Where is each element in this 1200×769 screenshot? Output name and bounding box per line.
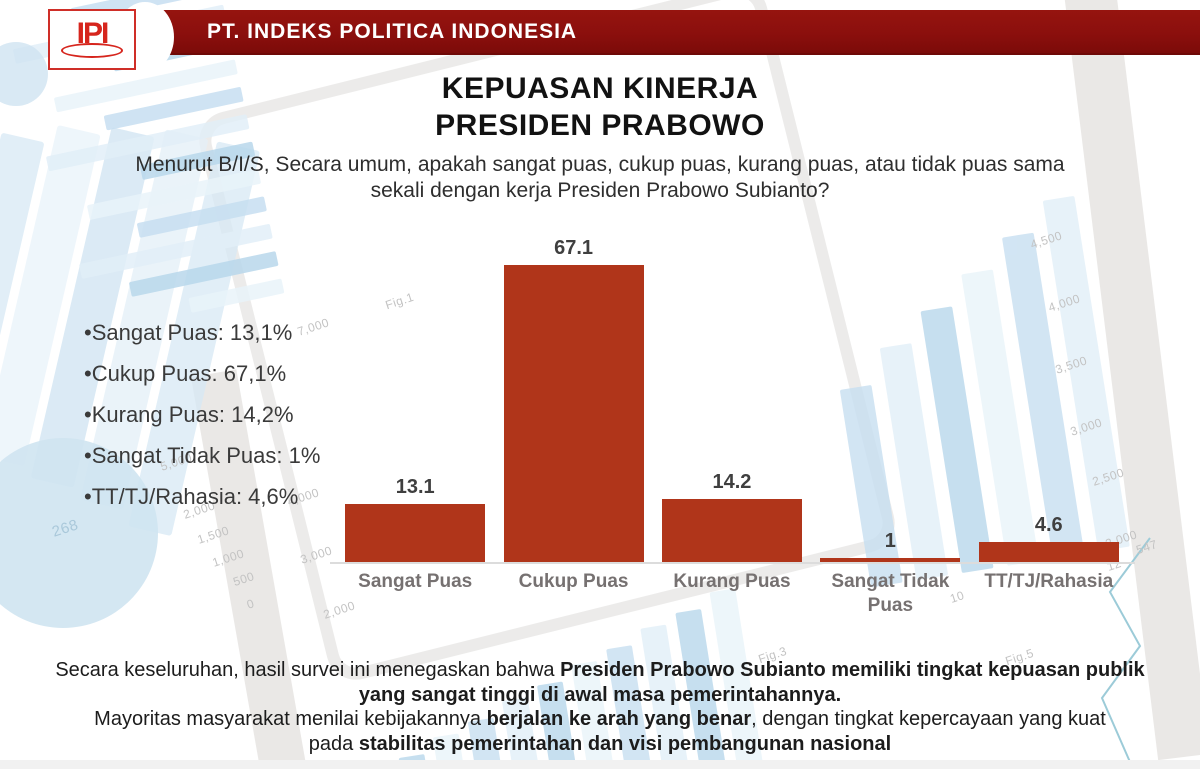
chart-category-labels: Sangat Puas Cukup Puas Kurang Puas Sanga… — [336, 570, 1128, 618]
question-line-1: Menurut B/I/S, Secara umum, apakah sanga… — [135, 153, 1065, 176]
bar-value-label: 67.1 — [554, 236, 594, 259]
conclusion-segment-bold: Presiden Prabowo Subianto memiliki tingk… — [560, 659, 1145, 681]
bar-value-label: 13.1 — [395, 476, 435, 499]
title-line-2: PRESIDEN PRABOWO — [435, 109, 765, 142]
bar-tt-tj-rahasia — [978, 541, 1119, 562]
bottom-strip-decoration — [0, 760, 1200, 769]
slide-title: KEPUASAN KINERJA PRESIDEN PRABOWO — [0, 70, 1200, 144]
conclusion-segment: Mayoritas masyarakat menilai kebijakanny… — [94, 708, 487, 730]
conclusion-line-4: pada stabilitas pemerintahan dan visi pe… — [0, 732, 1200, 757]
bg-number-268: 268 — [50, 516, 81, 541]
conclusion-segment: pada — [308, 732, 359, 755]
bg-axis-number: 3,000 — [298, 543, 334, 567]
chart-baseline — [330, 562, 1135, 564]
bg-axis-number: 500 — [231, 569, 257, 589]
category-label: Sangat Puas — [358, 571, 473, 592]
logo-ellipse-decoration — [61, 43, 123, 58]
bullet-icon: • — [84, 320, 92, 345]
list-item: •Cukup Puas: 67,1% — [84, 361, 320, 387]
category-label: TT/TJ/Rahasia — [984, 571, 1114, 592]
conclusion-line-2: yang sangat tinggi di awal masa pemerint… — [0, 683, 1200, 708]
bar-value-label: 1 — [884, 529, 896, 552]
bar-value-label: 14.2 — [712, 471, 752, 494]
bullet-icon: • — [84, 484, 92, 509]
category-label: Cukup Puas — [518, 571, 629, 592]
list-item: •Sangat Puas: 13,1% — [84, 320, 320, 346]
bar-sangat-puas — [345, 504, 486, 562]
bullet-text: Sangat Tidak Puas: 1% — [91, 443, 321, 468]
bullet-text: TT/TJ/Rahasia: 4,6% — [91, 484, 299, 509]
bullet-text: Sangat Puas: 13,1% — [91, 320, 293, 345]
bullet-text: Kurang Puas: 14,2% — [91, 402, 294, 427]
conclusion-line-3: Mayoritas masyarakat menilai kebijakanny… — [0, 707, 1200, 732]
chart-column: 67.1 — [494, 228, 652, 562]
conclusion-segment: Secara keseluruhan, hasil survei ini men… — [55, 659, 561, 681]
category-label: Kurang Puas — [673, 571, 791, 592]
bar-chart: 13.1 67.1 14.2 1 4.6 — [336, 228, 1128, 562]
question-line-2: sekali dengan kerja Presiden Prabowo Sub… — [370, 179, 830, 202]
bullet-icon: • — [84, 361, 92, 386]
bar-kurang-puas — [661, 499, 802, 562]
survey-question: Menurut B/I/S, Secara umum, apakah sanga… — [0, 152, 1200, 204]
conclusion-segment-bold: yang sangat tinggi di awal masa pemerint… — [358, 683, 842, 706]
bullet-icon: • — [84, 402, 92, 427]
chart-column: 1 — [811, 228, 969, 562]
header-banner — [132, 10, 1200, 55]
conclusion-segment-bold: berjalan ke arah yang benar — [486, 708, 752, 730]
bullet-icon: • — [84, 443, 92, 468]
bg-axis-number: 1,000 — [210, 546, 246, 570]
list-item: •TT/TJ/Rahasia: 4,6% — [84, 484, 320, 510]
bg-axis-number: 0 — [245, 596, 257, 612]
conclusion-segment-bold: stabilitas pemerintahan dan visi pembang… — [358, 732, 892, 755]
chart-column: 13.1 — [336, 228, 494, 562]
bullet-text: Cukup Puas: 67,1% — [91, 361, 287, 386]
bar-value-label: 4.6 — [1034, 513, 1063, 536]
company-name: PT. INDEKS POLITICA INDONESIA — [207, 20, 578, 43]
results-bullet-list: •Sangat Puas: 13,1% •Cukup Puas: 67,1% •… — [84, 320, 320, 525]
company-logo: IPI — [48, 9, 136, 70]
chart-column: 14.2 — [653, 228, 811, 562]
list-item: •Sangat Tidak Puas: 1% — [84, 443, 320, 469]
conclusion-segment: , dengan tingkat kepercayaan yang kuat — [751, 708, 1106, 730]
bg-number-547: 547 — [1134, 537, 1160, 557]
conclusion-line-1: Secara keseluruhan, hasil survei ini men… — [0, 658, 1200, 683]
list-item: •Kurang Puas: 14,2% — [84, 402, 320, 428]
bg-axis-number: 1,500 — [195, 523, 231, 547]
conclusion-text: Secara keseluruhan, hasil survei ini men… — [0, 658, 1200, 756]
category-label: Sangat Tidak Puas — [831, 571, 950, 616]
chart-column: 4.6 — [970, 228, 1128, 562]
title-line-1: KEPUASAN KINERJA — [441, 72, 759, 105]
bar-cukup-puas — [503, 264, 644, 562]
